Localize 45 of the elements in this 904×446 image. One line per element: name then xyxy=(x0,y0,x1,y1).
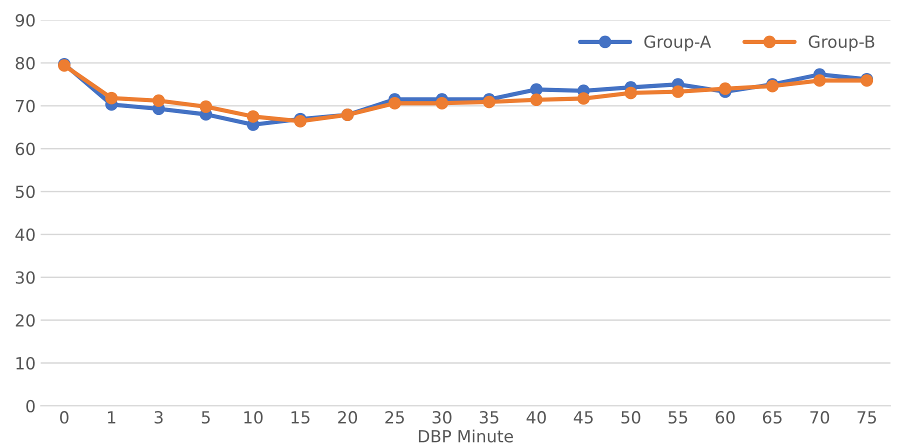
y-tick-label: 20 xyxy=(16,314,35,327)
x-tick-label: 55 xyxy=(668,411,688,424)
point xyxy=(718,82,732,95)
y-tick-label: 10 xyxy=(16,356,35,370)
x-tick-label: 15 xyxy=(292,411,310,424)
point xyxy=(200,100,212,113)
point xyxy=(530,94,543,106)
point xyxy=(105,92,118,104)
x-axis-title: DBP Minute xyxy=(418,430,513,443)
x-tick-label: 20 xyxy=(338,411,358,424)
y-tick-label: 50 xyxy=(16,185,35,198)
point xyxy=(624,86,638,100)
x-tick-label: 10 xyxy=(244,411,263,424)
x-tick-label: 40 xyxy=(526,411,546,424)
x-tick-label: 70 xyxy=(810,411,830,424)
y-tick-label: 80 xyxy=(16,56,35,70)
x-tick-label: 75 xyxy=(858,411,876,424)
point xyxy=(246,110,260,123)
legend-label: Group-B xyxy=(808,35,874,52)
x-tick-label: 3 xyxy=(154,411,163,424)
point xyxy=(436,96,448,110)
legend-label: Group-A xyxy=(644,35,712,52)
point xyxy=(482,96,496,108)
x-tick-label: 65 xyxy=(762,411,782,424)
y-tick-label: 0 xyxy=(26,400,35,412)
x-tick-label: 60 xyxy=(716,411,735,424)
point xyxy=(813,74,826,87)
point xyxy=(388,96,401,110)
x-tick-label: 30 xyxy=(432,411,452,424)
y-tick-label: 40 xyxy=(15,228,35,241)
x-tick-label: 5 xyxy=(202,411,210,424)
x-tick-label: 45 xyxy=(574,411,593,424)
x-tick-label: 50 xyxy=(621,411,640,424)
y-tick-label: 90 xyxy=(16,14,35,27)
y-tick-label: 30 xyxy=(16,271,35,284)
x-tick-label: 35 xyxy=(480,411,498,424)
x-tick-label: 1 xyxy=(108,411,116,424)
x-tick-label: 0 xyxy=(60,411,68,424)
point xyxy=(530,83,543,96)
point xyxy=(152,94,165,107)
point xyxy=(672,85,684,98)
y-tick-label: 70 xyxy=(16,100,35,112)
y-tick-label: 60 xyxy=(16,142,35,156)
point xyxy=(577,92,590,105)
x-tick-label: 25 xyxy=(385,411,404,424)
